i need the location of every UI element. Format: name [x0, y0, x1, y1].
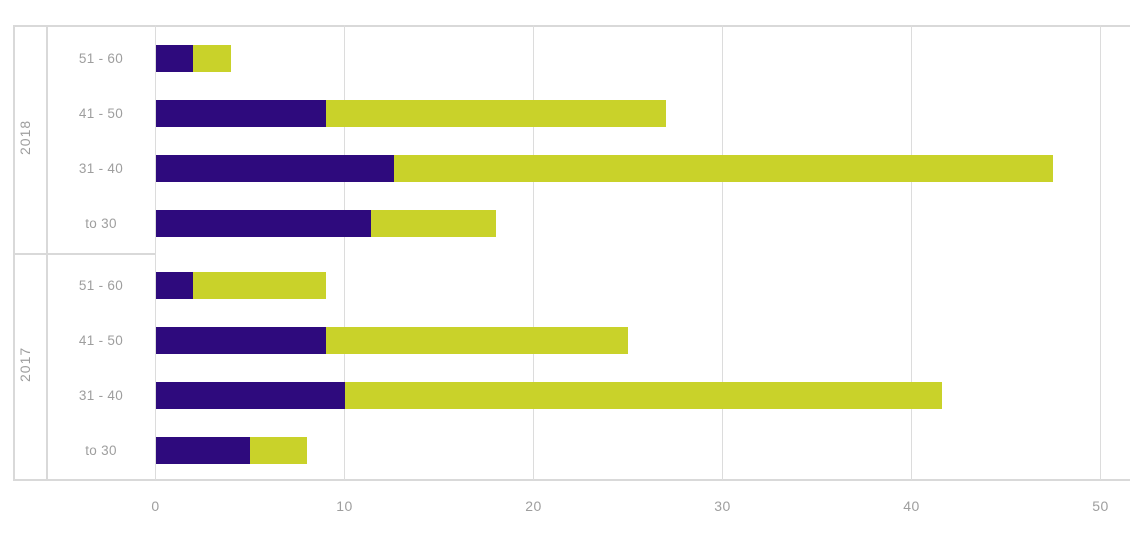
bar-2018-41-50-segment-2: [325, 100, 666, 127]
chart-left-border: [13, 25, 15, 480]
category-label: 31 - 40: [78, 387, 124, 403]
bar-2017-41-50-segment-1: [155, 327, 326, 354]
x-gridline-50: [1099, 25, 1102, 480]
x-tick-label-50: 50: [1092, 498, 1109, 514]
x-tick-label-30: 30: [714, 498, 731, 514]
bar-2018-to30-segment-2: [370, 210, 496, 237]
bar-2017-to30-segment-2: [250, 437, 307, 464]
bar-2017-41-50-segment-2: [325, 327, 628, 354]
category-label: 51 - 60: [78, 50, 124, 66]
category-label: to 30: [85, 215, 117, 231]
x-tick-label-20: 20: [525, 498, 542, 514]
year-label-2017: 2017: [17, 346, 33, 382]
bar-2018-to30-segment-1: [155, 210, 371, 237]
x-gridline-30: [721, 25, 724, 480]
x-gridline-40: [910, 25, 913, 480]
bar-2018-31-40-segment-2: [393, 155, 1054, 182]
x-gridline-10: [343, 25, 346, 480]
category-label: to 30: [85, 442, 117, 458]
bar-2018-51-60-segment-1: [155, 45, 194, 72]
bar-2017-51-60-segment-2: [193, 272, 326, 299]
x-gridline-20: [532, 25, 535, 480]
x-tick-label-10: 10: [336, 498, 353, 514]
chart-top-border: [13, 25, 1130, 27]
x-tick-label-40: 40: [903, 498, 920, 514]
category-label: 31 - 40: [78, 160, 124, 176]
x-gridline-0: [154, 25, 157, 480]
year-column-divider: [46, 25, 48, 480]
chart-bottom-axis: [13, 479, 1130, 481]
group-separator: [13, 253, 156, 255]
bar-2017-to30-segment-1: [155, 437, 250, 464]
bar-2018-31-40-segment-1: [155, 155, 394, 182]
bar-2017-51-60-segment-1: [155, 272, 194, 299]
bar-2018-51-60-segment-2: [193, 45, 232, 72]
category-label: 41 - 50: [78, 105, 124, 121]
bar-2017-31-40-segment-2: [344, 382, 942, 409]
category-label: 51 - 60: [78, 277, 124, 293]
category-label: 41 - 50: [78, 332, 124, 348]
x-tick-label-0: 0: [151, 498, 160, 514]
bar-2018-41-50-segment-1: [155, 100, 326, 127]
bar-2017-31-40-segment-1: [155, 382, 345, 409]
year-label-2018: 2018: [17, 119, 33, 155]
